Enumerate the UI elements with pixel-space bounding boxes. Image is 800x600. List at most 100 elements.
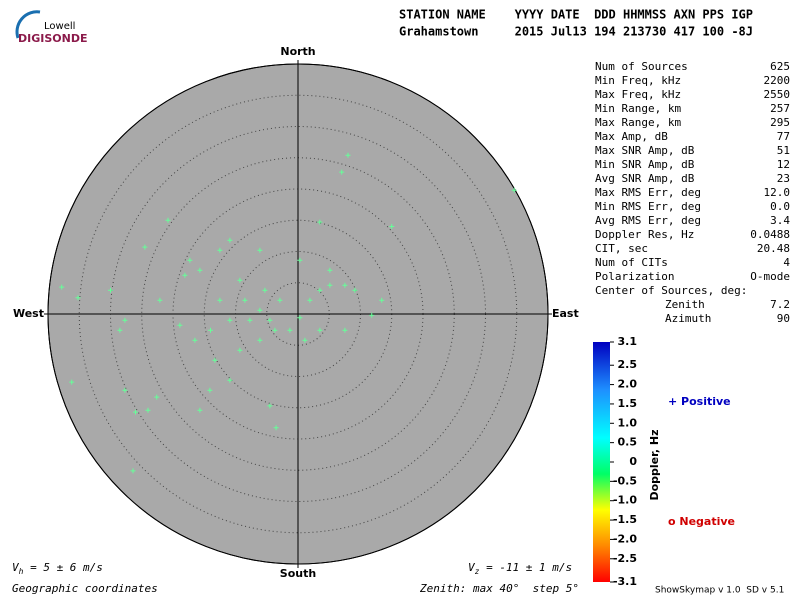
colorbar-tick-label: 1.5 (618, 397, 638, 410)
source-point (217, 297, 223, 303)
source-point (192, 337, 198, 343)
colorbar-tick-label: 3.1 (618, 335, 638, 348)
colorbar-tick-label: -1.5 (613, 513, 637, 526)
source-point (307, 297, 313, 303)
colorbar-tick-label: 1.0 (618, 416, 638, 429)
source-point (237, 277, 243, 283)
stat-label: Num of CITs (595, 256, 668, 269)
colorbar-tick-label: -3.1 (613, 575, 637, 588)
source-point (207, 387, 213, 393)
source-point (59, 284, 65, 290)
source-point (317, 219, 323, 225)
source-point (227, 237, 233, 243)
coords-text: Geographic coordinates (12, 582, 158, 595)
stat-label: Min Range, km (595, 102, 681, 115)
source-point (317, 287, 323, 293)
stat-value: 4 (783, 256, 790, 269)
stat-label: Max Range, km (595, 116, 681, 129)
source-point (142, 244, 148, 250)
source-point (217, 247, 223, 253)
source-point (237, 347, 243, 353)
source-point (327, 267, 333, 273)
source-point (165, 217, 171, 223)
stat-label: Max Amp, dB (595, 130, 668, 143)
stat-label: CIT, sec (595, 242, 648, 255)
logo-top: Lowell (44, 21, 75, 32)
source-point (389, 224, 395, 229)
source-point (133, 409, 138, 415)
zenith-text: Zenith: max 40° step 5° (419, 582, 579, 595)
stat-value: 90 (777, 312, 790, 325)
stat-label: Center of Sources, deg: (595, 284, 747, 297)
colorbar-tick-label: -0.5 (613, 474, 637, 487)
colorbar (593, 342, 610, 582)
stat-value: 12 (777, 158, 790, 171)
direction-label: South (280, 567, 316, 580)
stat-value: 7.2 (770, 298, 790, 311)
source-point (212, 357, 218, 363)
colorbar-tick-label: 0 (629, 455, 637, 468)
legend-positive: + Positive (668, 395, 731, 408)
source-point (227, 317, 233, 323)
stat-value: 51 (777, 144, 790, 157)
stat-label: Min Freq, kHz (595, 74, 681, 87)
legend-negative: o Negative (668, 515, 735, 528)
source-point (342, 327, 348, 333)
stat-label: Polarization (595, 270, 674, 283)
stat-value: 2550 (764, 88, 791, 101)
stat-value: 0.0488 (750, 228, 790, 241)
stat-label: Avg RMS Err, deg (595, 214, 701, 227)
logo-bottom: DIGISONDE (18, 32, 87, 45)
stat-value: 2200 (764, 74, 791, 87)
source-point (345, 152, 351, 158)
source-point (122, 387, 128, 393)
source-point (122, 317, 128, 323)
vz-text: Vz = -11 ± 1 m/s (468, 561, 572, 576)
header-line: Grahamstown 2015 Jul13 194 213730 417 10… (399, 25, 753, 39)
stat-label: Zenith (665, 298, 705, 311)
colorbar-tick-label: 0.5 (618, 436, 638, 449)
stat-value: 77 (777, 130, 790, 143)
colorbar-tick-label: 2.0 (618, 378, 638, 391)
stat-value: 20.48 (757, 242, 790, 255)
source-point (157, 297, 163, 303)
source-point (197, 267, 203, 273)
source-point (267, 403, 273, 409)
source-point (197, 407, 203, 413)
stat-label: Azimuth (665, 312, 711, 325)
stat-label: Min SNR Amp, dB (595, 158, 695, 171)
source-point (182, 272, 188, 278)
source-point (297, 315, 303, 321)
stat-label: Max RMS Err, deg (595, 186, 701, 199)
source-point (108, 287, 113, 293)
source-point (302, 337, 308, 343)
skymap-plot: North South East West (13, 45, 579, 580)
source-point (177, 322, 183, 328)
source-point (262, 287, 268, 293)
source-point (317, 327, 323, 333)
version-text: ShowSkymap v 1.0 SD v 5.1 (655, 586, 784, 596)
colorbar-tick-label: 2.5 (618, 358, 638, 371)
direction-label: West (13, 307, 44, 320)
stat-label: Num of Sources (595, 60, 688, 73)
source-point (272, 327, 278, 333)
stat-value: 23 (777, 172, 790, 185)
stat-value: O-mode (750, 270, 790, 283)
source-point (227, 377, 233, 383)
source-point (187, 257, 193, 263)
source-point (69, 379, 75, 385)
source-point (242, 297, 248, 303)
colorbar-tick-label: -2.5 (613, 552, 637, 565)
stat-label: Max SNR Amp, dB (595, 144, 695, 157)
source-point (352, 287, 358, 293)
source-point (75, 295, 81, 301)
colorbar-tick-label: -1.0 (613, 494, 637, 507)
stat-value: 0.0 (770, 200, 790, 213)
stat-label: Min RMS Err, deg (595, 200, 701, 213)
colorbar-axis: 3.1 2.5 2.0 1.5 1.0 0.5 0 -0.5 -1.0 -1.5 -2.0 -2.5 -… (610, 335, 637, 588)
source-point (208, 327, 213, 333)
stat-value: 3.4 (770, 214, 790, 227)
stat-label: Doppler Res, Hz (595, 228, 694, 241)
source-point (130, 468, 136, 474)
